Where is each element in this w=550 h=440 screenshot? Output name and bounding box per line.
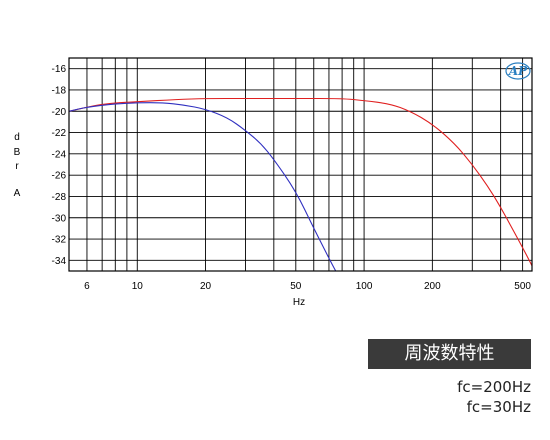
note-fc-200: fc=200Hz [457,378,531,396]
x-tick-label: 20 [200,281,212,292]
y-axis-label-char: A [14,188,21,199]
chart-grid [69,58,532,271]
y-tick-label: -32 [52,235,67,246]
x-tick-label: 100 [356,281,373,292]
series-line-1 [68,102,337,272]
y-tick-label: -22 [52,128,67,139]
note-fc-30: fc=30Hz [466,398,531,416]
x-tick-label: 10 [132,281,144,292]
y-axis-label: dBr A [14,132,21,199]
x-tick-labels: 6 10 20 50 100 200 500 [84,281,531,292]
y-tick-label: -28 [52,192,67,203]
y-axis-label-char: r [15,161,19,172]
x-tick-label: 200 [424,281,441,292]
x-tick-label: 500 [514,281,531,292]
y-tick-label: -24 [52,149,67,160]
y-tick-label: -30 [52,213,67,224]
chart-series [68,97,533,272]
y-axis-label-char: d [14,132,20,143]
ap-logo-icon: AP [505,62,531,80]
y-tick-label: -18 [52,85,67,96]
cutoff-notes: fc=200Hz fc=30Hz [457,377,531,417]
y-tick-labels: -16 -18 -20 -22 -24 -26 -28 -30 -32 -34 [52,64,67,267]
series-line-0 [68,97,533,266]
y-tick-label: -20 [52,107,67,118]
frequency-response-chart: 6 10 20 50 100 200 500 -16 -18 -20 -22 -24 -26 -28 -3… [14,57,533,308]
chart-title: 周波数特性 [368,339,531,369]
y-axis-label-char: B [14,147,21,158]
x-tick-label: 50 [290,281,302,292]
x-tick-label: 6 [84,281,90,292]
y-tick-label: -26 [52,171,67,182]
plot-frame [68,57,533,272]
y-tick-label: -34 [52,256,67,267]
ap-logo-text: AP [508,64,528,78]
y-tick-label: -16 [52,64,67,75]
x-axis-label: Hz [293,297,305,308]
